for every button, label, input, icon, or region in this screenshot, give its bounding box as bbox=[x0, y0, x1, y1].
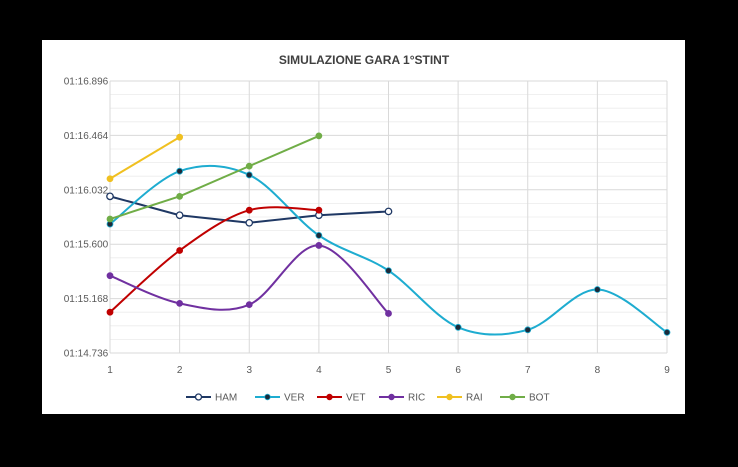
data-point-vet bbox=[245, 206, 253, 214]
x-tick-label: 2 bbox=[177, 365, 183, 376]
series-rai bbox=[106, 133, 184, 183]
series-ver bbox=[106, 164, 671, 336]
legend-label: HAM bbox=[215, 393, 237, 404]
legend-label: RIC bbox=[408, 393, 425, 404]
data-point-bot bbox=[315, 132, 323, 140]
data-point-vet bbox=[106, 308, 114, 316]
data-point-ver bbox=[385, 267, 392, 275]
legend-item-bot: BOT bbox=[500, 393, 550, 404]
chart-area-background bbox=[42, 40, 685, 414]
axes: 01:14.736 01:15.168 01:15.600 01:16.032 01:1… bbox=[64, 77, 670, 377]
data-point-ric bbox=[176, 299, 184, 307]
legend-swatch-marker bbox=[194, 393, 203, 401]
data-point-ham bbox=[245, 218, 254, 227]
legend-item-ric: RIC bbox=[379, 393, 425, 404]
series-line-rai bbox=[109, 136, 181, 180]
legend-label: BOT bbox=[529, 393, 550, 404]
legend-swatch-marker bbox=[264, 393, 271, 401]
data-point-rai bbox=[106, 175, 114, 183]
data-point-ver bbox=[245, 171, 253, 179]
legend-item-ham: HAM bbox=[186, 393, 237, 404]
legend-item-ver: VER bbox=[255, 393, 305, 404]
data-point-ver bbox=[593, 286, 601, 293]
x-tick-label: 6 bbox=[455, 365, 461, 376]
x-tick-label: 7 bbox=[525, 365, 531, 376]
data-point-rai bbox=[176, 133, 184, 141]
legend-swatch-marker bbox=[446, 393, 453, 401]
series-vet bbox=[106, 206, 323, 316]
y-tick-label: 01:16.896 bbox=[64, 77, 109, 88]
x-tick-label: 9 bbox=[664, 365, 670, 376]
series-line-bot bbox=[109, 134, 320, 221]
chart-title: SIMULAZIONE GARA 1°STINT bbox=[279, 53, 450, 67]
y-tick-label: 01:15.168 bbox=[64, 294, 109, 305]
x-tick-label: 4 bbox=[316, 365, 322, 376]
legend-swatch-marker bbox=[509, 393, 516, 401]
legend-swatch-marker bbox=[326, 393, 333, 401]
legend-item-rai: RAI bbox=[437, 393, 483, 404]
series-lines bbox=[106, 132, 671, 336]
data-point-ver bbox=[663, 328, 671, 336]
data-point-ric bbox=[245, 301, 253, 309]
data-point-ver bbox=[315, 231, 323, 239]
legend-label: VET bbox=[346, 393, 365, 404]
x-tick-label: 1 bbox=[107, 365, 113, 376]
legend-label: RAI bbox=[466, 393, 483, 404]
data-point-vet bbox=[315, 206, 323, 214]
legend: HAM VER VET RIC RAI BOT bbox=[186, 393, 550, 404]
data-point-ham bbox=[384, 207, 393, 216]
legend-swatch-marker bbox=[388, 393, 395, 401]
series-ric bbox=[106, 242, 392, 317]
series-bot bbox=[106, 132, 323, 223]
data-point-ric bbox=[315, 242, 323, 249]
data-point-vet bbox=[176, 247, 184, 254]
series-line-vet bbox=[109, 206, 320, 314]
data-point-ver bbox=[176, 167, 184, 175]
y-tick-label: 01:15.600 bbox=[64, 240, 109, 251]
data-point-ver bbox=[524, 326, 532, 334]
legend-label: VER bbox=[284, 393, 305, 404]
data-point-ric bbox=[385, 310, 392, 317]
data-point-ham bbox=[175, 211, 184, 220]
y-tick-label: 01:14.736 bbox=[64, 349, 109, 360]
data-point-bot bbox=[106, 215, 114, 223]
x-tick-label: 8 bbox=[595, 365, 601, 376]
x-tick-label: 3 bbox=[246, 365, 252, 376]
data-point-ric bbox=[106, 272, 114, 280]
data-point-bot bbox=[176, 192, 184, 200]
y-tick-label: 01:16.464 bbox=[64, 131, 109, 142]
data-point-ham bbox=[106, 192, 114, 201]
x-tick-label: 5 bbox=[386, 365, 392, 376]
y-tick-label: 01:16.032 bbox=[64, 185, 109, 196]
legend-item-vet: VET bbox=[317, 393, 365, 404]
data-point-ver bbox=[454, 323, 462, 331]
data-point-bot bbox=[245, 162, 253, 170]
series-line-ric bbox=[109, 244, 390, 315]
series-ham bbox=[106, 192, 393, 227]
